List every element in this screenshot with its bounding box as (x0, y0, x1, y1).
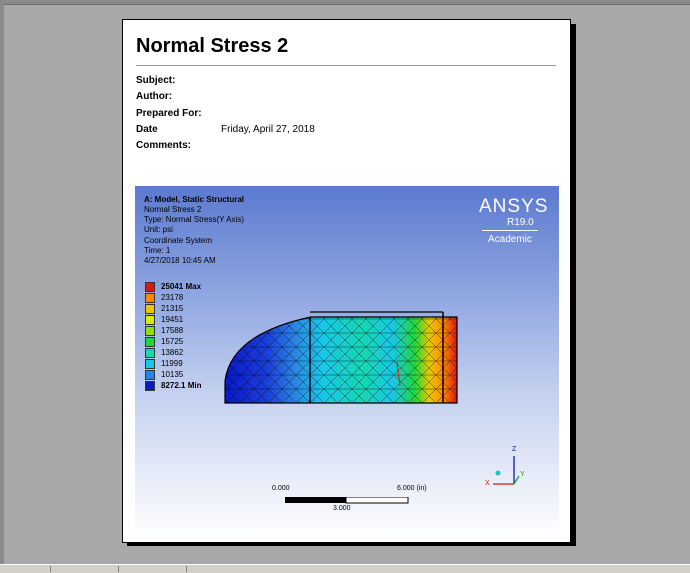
prepared-for-label: Prepared For: (136, 108, 202, 119)
comments-label: Comments: (136, 140, 192, 151)
ansys-edition: Academic (488, 234, 532, 245)
mesh-overlay (225, 317, 457, 403)
legend-swatch (145, 337, 155, 347)
legend-swatch (145, 293, 155, 303)
legend-label-max: 25041 Max (161, 282, 202, 291)
result-type: Type: Normal Stress(Y Axis) (144, 215, 244, 224)
triad-graphic (493, 456, 520, 485)
legend-label-min: 8272.1 Min (161, 381, 202, 390)
status-bar (0, 564, 690, 573)
legend-label: 11999 (161, 359, 183, 368)
legend-swatch (145, 282, 155, 292)
logo-divider (482, 230, 538, 231)
legend-swatch (145, 381, 155, 391)
ansys-logo: ANSYS (479, 196, 549, 217)
report-page: Normal Stress 2 Subject: Author: Prepare… (122, 19, 571, 543)
legend-label: 13862 (161, 348, 184, 357)
legend-label: 17588 (161, 326, 184, 335)
result-time: Time: 1 (144, 246, 171, 255)
legend-swatch (145, 348, 155, 358)
legend-swatch (145, 304, 155, 314)
window-top-edge (0, 0, 690, 5)
scale-label-right: 6.000 (in) (397, 485, 427, 492)
legend-label: 15725 (161, 337, 184, 346)
legend-swatch (145, 370, 155, 380)
scale-label-mid: 3.000 (333, 505, 351, 512)
model-outline (224, 316, 458, 404)
title-divider (136, 65, 556, 66)
scale-bar-graphic (285, 497, 409, 504)
date-value: Friday, April 27, 2018 (221, 124, 315, 135)
axis-triad[interactable]: Z X Y (477, 446, 527, 496)
subject-label: Subject: (136, 75, 176, 86)
page-title: Normal Stress 2 (136, 35, 289, 57)
status-cell (52, 566, 119, 572)
legend-swatch (145, 315, 155, 325)
status-cell (120, 566, 187, 572)
result-name: Normal Stress 2 (144, 205, 202, 214)
window-left-edge (0, 0, 4, 572)
result-unit: Unit: psi (144, 225, 173, 234)
scale-label-left: 0.000 (272, 485, 290, 492)
legend-label: 23178 (161, 293, 184, 302)
triad-z-label: Z (512, 446, 517, 453)
result-viewport[interactable]: A: Model, Static Structural Normal Stres… (135, 186, 559, 538)
coordinate-system: Coordinate System (144, 236, 213, 245)
probe-marker (396, 361, 401, 387)
legend-label: 10135 (161, 370, 184, 379)
viewport-header: A: Model, Static Structural (144, 195, 245, 204)
status-cell (0, 566, 51, 572)
fea-model-contour[interactable] (135, 186, 559, 538)
legend-swatch (145, 326, 155, 336)
date-label: Date (136, 124, 158, 135)
triad-y-label: Y (520, 471, 525, 478)
legend-swatch (145, 359, 155, 369)
legend-label: 19451 (161, 315, 184, 324)
result-timestamp: 4/27/2018 10:45 AM (144, 256, 216, 265)
ansys-version: R19.0 (507, 217, 534, 228)
author-label: Author: (136, 91, 173, 102)
triad-x-label: X (485, 480, 490, 487)
legend-label: 21315 (161, 304, 184, 313)
